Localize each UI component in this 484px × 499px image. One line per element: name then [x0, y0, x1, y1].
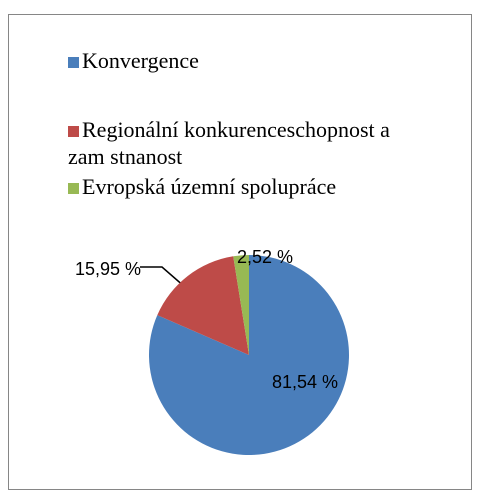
legend-label: Evropská územní spolupráce	[82, 174, 337, 199]
data-label: 15,95 %	[74, 259, 142, 279]
legend-swatch	[68, 126, 79, 137]
legend-label: Konvergence	[82, 48, 199, 73]
legend-item: Konvergence	[68, 47, 418, 74]
data-label: 2,52 %	[236, 247, 294, 267]
chart-frame	[8, 14, 472, 490]
legend-label: Regionální konkurenceschopnost a zam stn…	[68, 117, 390, 169]
pie-slice	[233, 255, 249, 355]
legend-item: Regionální konkurenceschopnost a zam stn…	[68, 116, 418, 170]
data-label: 81,54 %	[271, 372, 339, 392]
pie-slice	[149, 255, 349, 455]
legend-swatch	[68, 183, 79, 194]
pie-slice	[157, 256, 249, 355]
legend-swatch	[68, 57, 79, 68]
legend-item: Evropská územní spolupráce	[68, 173, 418, 200]
